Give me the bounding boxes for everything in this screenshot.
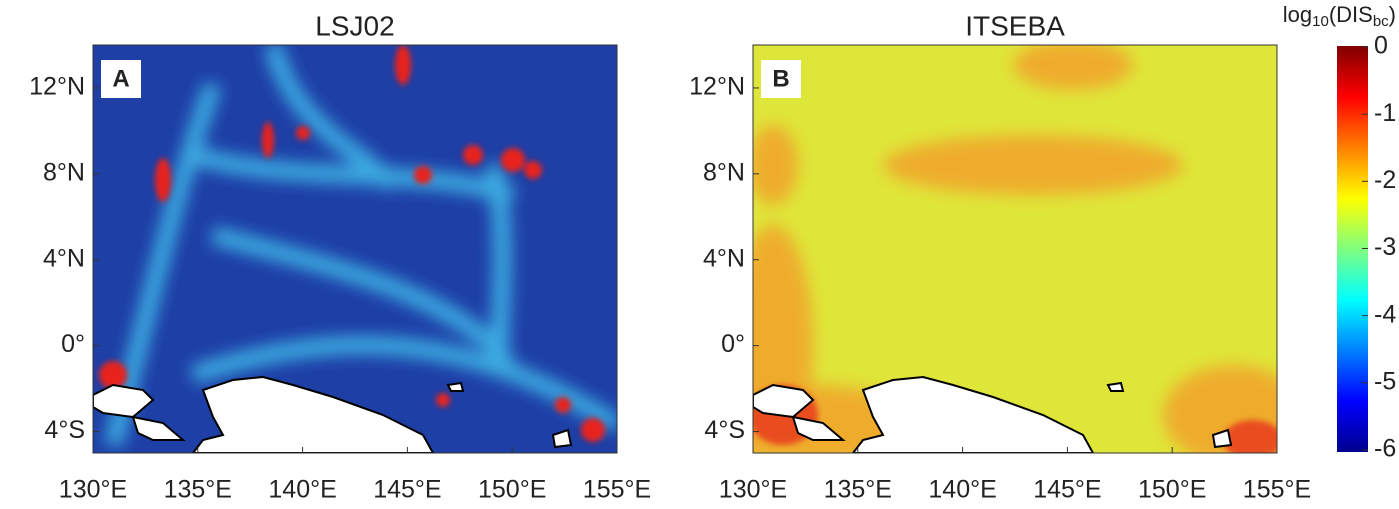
x-tick-label: 145°E: [373, 476, 441, 504]
x-tick-label: 135°E: [824, 476, 892, 504]
x-tick-label: 130°E: [719, 476, 787, 504]
x-tick-label: 150°E: [1138, 476, 1206, 504]
colorbar-label: log10(DISbc): [1283, 2, 1396, 30]
colorbar-tick-label: -3: [1374, 233, 1396, 261]
panel-letter: B: [772, 65, 789, 92]
x-tick-label: 140°E: [928, 476, 996, 504]
y-tick-label: 0°: [61, 330, 85, 358]
map-a: [93, 45, 617, 453]
label-subscript: 10: [1312, 13, 1329, 30]
axes-frame: [752, 44, 1278, 454]
x-tick-label: 145°E: [1033, 476, 1101, 504]
label-text: log: [1283, 2, 1312, 27]
axes-frame: [92, 44, 618, 454]
label-text: (DIS: [1329, 2, 1373, 27]
y-tick-label: 0°: [721, 330, 745, 358]
x-tick-label: 130°E: [59, 476, 127, 504]
label-text: ): [1389, 2, 1396, 27]
colorbar-tick-label: -2: [1374, 166, 1396, 194]
x-tick-label: 135°E: [164, 476, 232, 504]
panel-letter: A: [112, 65, 129, 92]
y-tick-label: 12°N: [29, 73, 85, 101]
colorbar-tick-label: -1: [1374, 99, 1396, 127]
colorbar-tick-label: -4: [1374, 300, 1396, 328]
y-tick-label: 4°N: [43, 244, 85, 272]
y-tick-label: 8°N: [703, 158, 745, 186]
colorbar-tick-label: -5: [1374, 367, 1396, 395]
x-tick-label: 140°E: [268, 476, 336, 504]
y-tick-label: 4°S: [44, 416, 85, 444]
panel-title: LSJ02: [315, 10, 394, 41]
map-b: [753, 45, 1277, 453]
panel-title: ITSEBA: [965, 10, 1065, 41]
x-tick-label: 155°E: [583, 476, 651, 504]
label-subscript: bc: [1373, 13, 1389, 30]
y-tick-label: 4°S: [704, 416, 745, 444]
y-tick-label: 12°N: [689, 73, 745, 101]
letter-box: [101, 60, 141, 98]
colorbar-tick-label: 0: [1374, 32, 1388, 60]
colorbar-tick-label: -6: [1374, 435, 1396, 463]
y-tick-label: 4°N: [703, 244, 745, 272]
y-tick-label: 8°N: [43, 158, 85, 186]
letter-box: [761, 60, 801, 98]
x-tick-label: 150°E: [478, 476, 546, 504]
x-tick-label: 155°E: [1243, 476, 1311, 504]
